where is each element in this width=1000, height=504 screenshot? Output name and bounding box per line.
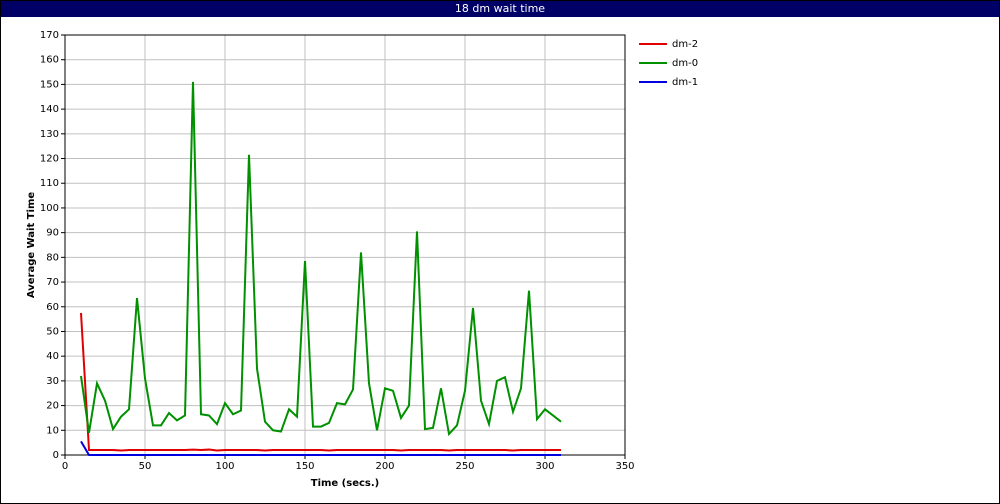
- legend-label: dm-2: [672, 39, 698, 50]
- y-tick-label: 70: [46, 277, 59, 288]
- y-tick-label: 160: [40, 55, 59, 66]
- x-tick-label: 0: [62, 461, 68, 472]
- plot-area: [65, 35, 625, 455]
- title-bar: 18 dm wait time: [1, 1, 999, 17]
- x-axis-title: Time (secs.): [311, 478, 380, 489]
- x-tick-label: 150: [295, 461, 314, 472]
- y-tick-label: 40: [46, 351, 59, 362]
- y-tick-label: 110: [40, 178, 59, 189]
- y-tick-label: 60: [46, 302, 59, 313]
- series-line: [80, 312, 561, 452]
- y-tick-label: 80: [46, 252, 59, 263]
- y-tick-label: 10: [46, 425, 59, 436]
- x-tick-label: 50: [139, 461, 152, 472]
- y-tick-label: 150: [40, 79, 59, 90]
- legend-label: dm-0: [672, 58, 698, 69]
- y-tick-label: 140: [40, 104, 59, 115]
- x-tick-label: 300: [535, 461, 554, 472]
- y-tick-label: 120: [40, 154, 59, 165]
- y-tick-label: 130: [40, 129, 59, 140]
- x-tick-label: 200: [375, 461, 394, 472]
- x-tick-label: 350: [615, 461, 634, 472]
- y-tick-label: 100: [40, 203, 59, 214]
- y-tick-label: 20: [46, 401, 59, 412]
- series-line: [80, 440, 561, 456]
- y-tick-label: 170: [40, 30, 59, 41]
- y-tick-label: 30: [46, 376, 59, 387]
- legend-label: dm-1: [672, 77, 698, 88]
- y-axis-title: Average Wait Time: [26, 192, 37, 299]
- y-tick-label: 0: [53, 450, 59, 461]
- x-tick-label: 100: [215, 461, 234, 472]
- y-tick-label: 50: [46, 326, 59, 337]
- x-tick-label: 250: [455, 461, 474, 472]
- series-line: [80, 81, 562, 437]
- y-tick-label: 90: [46, 228, 59, 239]
